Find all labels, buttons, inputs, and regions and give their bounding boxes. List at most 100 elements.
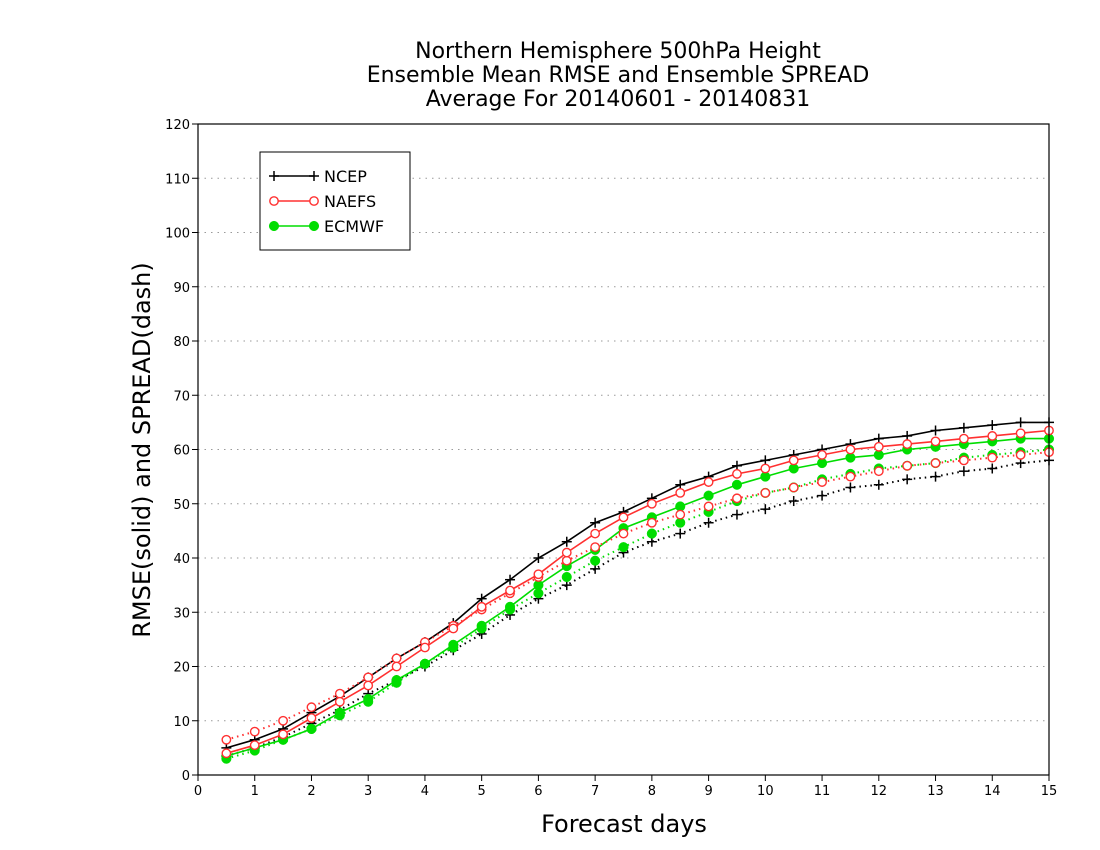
x-tick-label-10: 10	[757, 784, 774, 799]
ncep-spread-point-21	[788, 496, 799, 507]
naefs-rmse-point-10	[476, 601, 487, 612]
naefs-rmse-point-19	[732, 469, 742, 479]
ecmwf-rmse-point-6	[363, 694, 374, 705]
y-tick-label-0: 0	[182, 769, 190, 784]
naefs-spread-point-1	[221, 734, 232, 745]
x-axis-label: Forecast days	[541, 810, 707, 838]
x-tick-label-11: 11	[814, 784, 831, 799]
x-tick-label-8: 8	[648, 784, 656, 799]
ncep-rmse-point-28	[987, 420, 998, 431]
legend-label-ecmwf: ECMWF	[324, 217, 384, 236]
ncep-spread-point-18	[703, 517, 714, 528]
title-line-2: Ensemble Mean RMSE and Ensemble SPREAD	[367, 63, 870, 88]
ncep-rmse-point-26	[930, 425, 941, 436]
naefs-rmse-point-15	[618, 512, 629, 523]
naefs-rmse-point-22	[817, 450, 827, 460]
naefs-spread-point-5	[334, 688, 345, 699]
naefs-rmse-point-8	[420, 642, 430, 653]
ecmwf-rmse-point-8	[419, 658, 430, 669]
ncep-spread-point-25	[902, 474, 913, 485]
naefs-rmse-point-16	[646, 498, 657, 509]
x-tick-label-6: 6	[534, 784, 542, 799]
ecmwf-spread-point-13	[561, 571, 572, 583]
legend-marker-ecmwf-2	[308, 220, 320, 232]
legend-label-ncep: NCEP	[324, 167, 367, 186]
ncep-spread-point-20	[760, 504, 771, 515]
x-tick-label-9: 9	[704, 784, 712, 799]
naefs-spread-point-21	[788, 482, 799, 493]
y-tick-label-120: 120	[165, 118, 190, 133]
ecmwf-rmse-point-4	[306, 723, 317, 734]
ncep-spread-point-22	[817, 490, 828, 501]
x-tick-label-3: 3	[364, 784, 372, 799]
ecmwf-rmse-point-7	[391, 675, 402, 686]
y-tick-label-60: 60	[173, 444, 190, 459]
y-tick-label-70: 70	[173, 389, 190, 404]
naefs-spread-point-6	[363, 672, 374, 683]
x-tick-label-7: 7	[591, 784, 599, 799]
grid-lines	[198, 177, 1049, 722]
naefs-spread-point-27	[959, 455, 969, 466]
ecmwf-rmse-point-19	[731, 479, 743, 490]
y-tick-label-100: 100	[165, 227, 190, 242]
legend-marker-ecmwf-1	[268, 220, 280, 232]
ncep-spread-point-26	[930, 471, 941, 482]
x-tick-label-13: 13	[927, 784, 944, 799]
legend-item-naefs: NAEFS	[269, 192, 376, 211]
naefs-rmse-point-27	[959, 433, 969, 444]
ecmwf-spread-point-15	[618, 542, 629, 553]
naefs-spread-point-26	[930, 458, 941, 468]
ecmwf-rmse-point-5	[334, 707, 345, 718]
legend: NCEP NAEFS ECMWF	[259, 151, 411, 251]
x-tick-label-5: 5	[478, 784, 486, 799]
naefs-rmse-point-4	[306, 713, 317, 723]
naefs-rmse-point-1	[221, 748, 232, 759]
ncep-rmse-point-12	[533, 553, 544, 563]
naefs-rmse-point-3	[278, 729, 288, 740]
ncep-rmse-line	[226, 421, 1049, 749]
naefs-rmse-point-12	[533, 569, 544, 580]
x-tick-label-1: 1	[251, 784, 259, 799]
ncep-rmse-point-27	[958, 422, 969, 433]
y-tick-label-90: 90	[173, 281, 190, 296]
naefs-spread-point-7	[391, 653, 402, 664]
title-line-3: Average For 20140601 - 20140831	[426, 87, 811, 112]
naefs-rmse-point-24	[873, 441, 884, 452]
naefs-spread-point-2	[249, 726, 260, 737]
ncep-rmse-point-13	[561, 536, 572, 547]
y-axis-label: RMSE(solid) and SPREAD(dash)	[128, 262, 156, 638]
naefs-rmse-point-23	[845, 444, 856, 455]
naefs-spread-point-16	[646, 517, 657, 528]
naefs-spread-point-18	[703, 501, 714, 512]
naefs-rmse-point-14	[590, 528, 601, 539]
ncep-rmse-point-14	[590, 517, 601, 528]
title-line-1: Northern Hemisphere 500hPa Height	[415, 39, 821, 64]
naefs-rmse-point-7	[391, 661, 402, 672]
naefs-spread-point-22	[817, 477, 827, 487]
ecmwf-rmse-point-18	[703, 490, 714, 501]
y-tick-label-10: 10	[173, 715, 190, 730]
y-tick-label-40: 40	[173, 552, 190, 567]
ncep-rmse-point-11	[505, 574, 516, 585]
naefs-rmse-point-29	[1015, 428, 1026, 439]
naefs-rmse-point-21	[788, 455, 799, 466]
y-tick-label-80: 80	[173, 335, 190, 350]
legend-marker-ncep-1	[269, 171, 279, 181]
ecmwf-rmse-point-11	[504, 601, 516, 612]
naefs-spread-point-17	[675, 509, 686, 520]
x-tick-label-0: 0	[194, 784, 202, 799]
naefs-rmse-point-6	[363, 680, 374, 691]
naefs-spread-point-4	[306, 702, 317, 713]
naefs-rmse-point-2	[249, 740, 260, 751]
y-tick-label-110: 110	[165, 172, 190, 187]
naefs-rmse-point-28	[987, 431, 998, 441]
series-area	[221, 417, 1055, 764]
legend-marker-naefs-1	[269, 196, 279, 206]
y-tick-label-30: 30	[173, 606, 190, 621]
ecmwf-rmse-point-9	[448, 639, 459, 650]
naefs-rmse-point-18	[703, 477, 714, 487]
naefs-rmse-point-17	[675, 487, 686, 498]
ecmwf-rmse-line	[226, 437, 1049, 757]
legend-marker-naefs-2	[309, 196, 319, 206]
